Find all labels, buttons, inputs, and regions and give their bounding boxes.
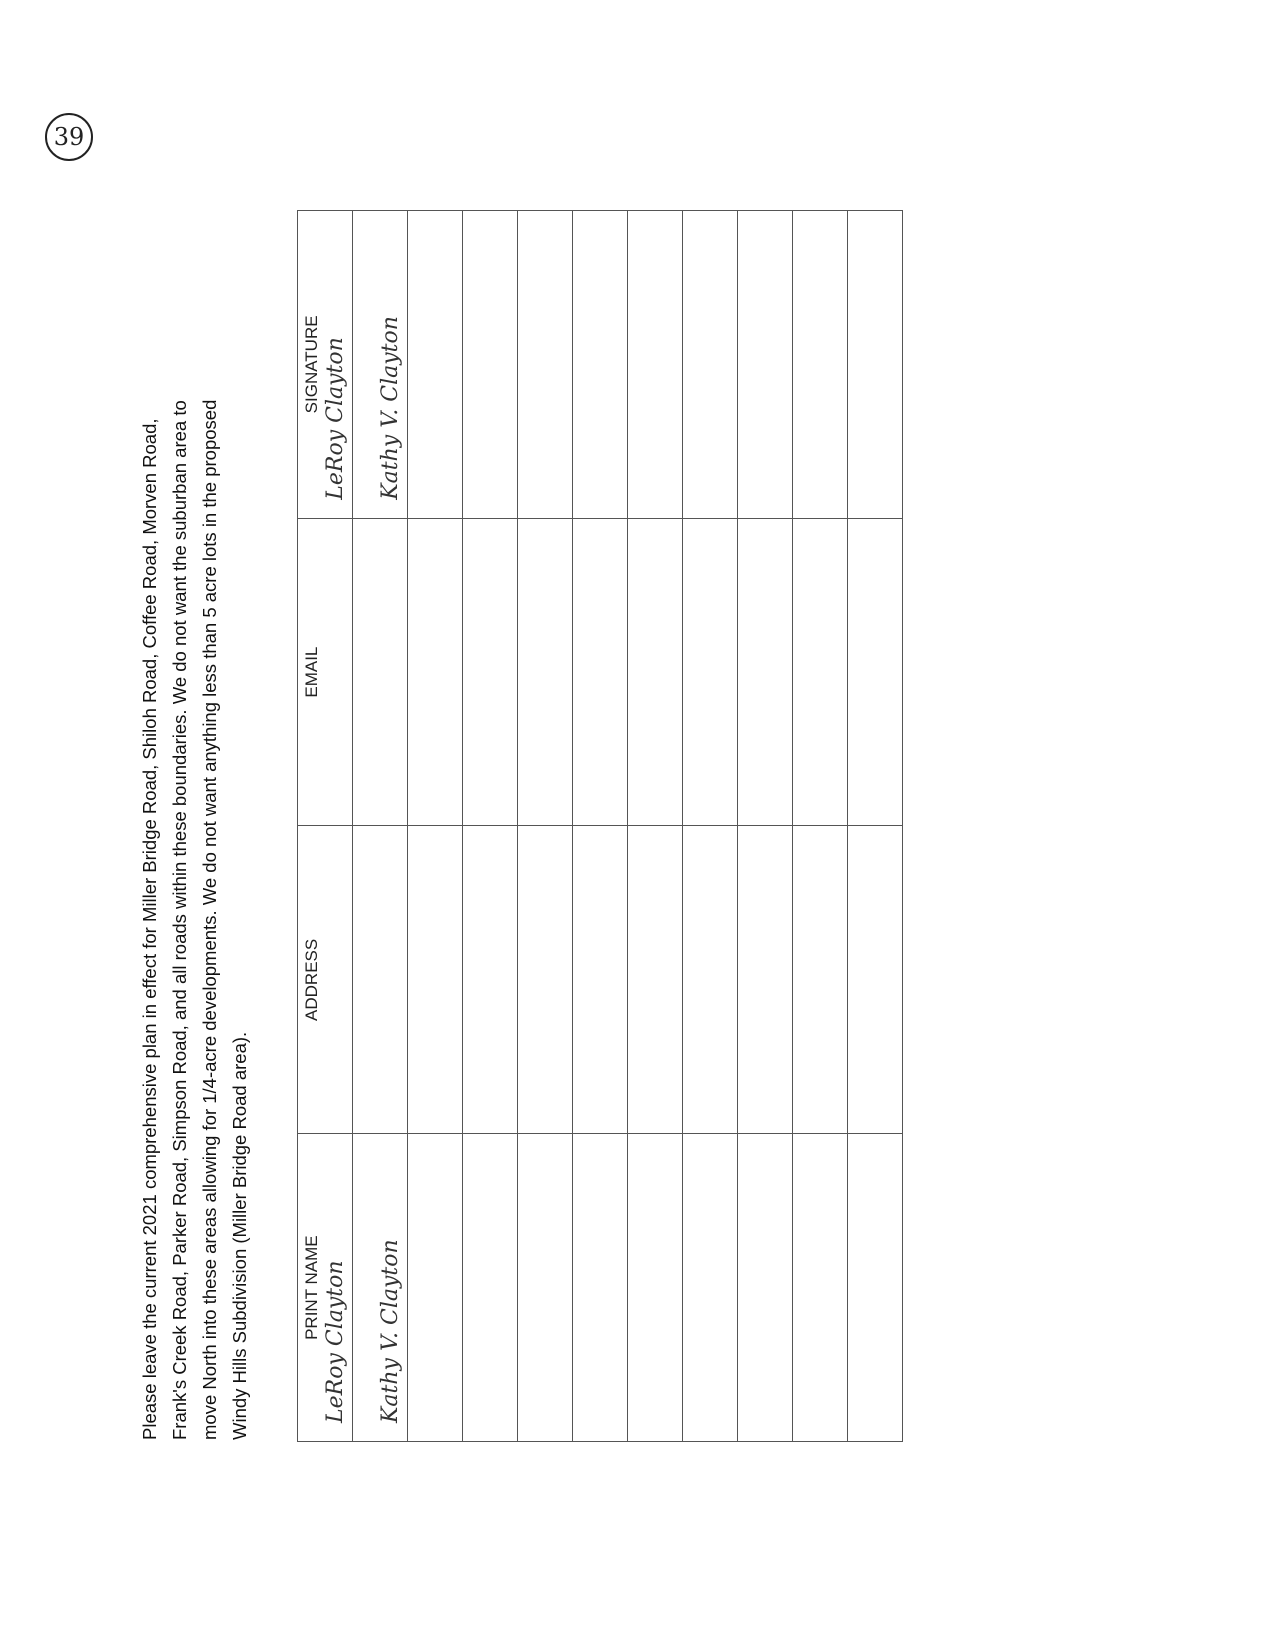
signature-cell[interactable] [682, 210, 738, 519]
print-name-cell[interactable] [682, 1133, 738, 1442]
table-row: PRINT NAME LeRoy Clayton ADDRESS EMAIL SIGNA… [297, 210, 353, 1442]
signature-header: SIGNATURE [302, 315, 321, 414]
signature-cell[interactable] [627, 210, 683, 519]
address-cell[interactable] [737, 826, 793, 1134]
email-cell[interactable] [847, 518, 903, 826]
page-number-stamp: 39 [45, 113, 93, 161]
print-name-cell[interactable] [407, 1133, 463, 1442]
address-cell[interactable] [462, 826, 518, 1134]
signature-cell[interactable] [407, 210, 463, 519]
print-name-cell[interactable] [572, 1133, 628, 1442]
petition-line: Frank's Creek Road, Parker Road, Simpson… [169, 400, 190, 1440]
email-cell[interactable] [517, 518, 573, 826]
email-cell[interactable] [407, 518, 463, 826]
signature-cell[interactable] [737, 210, 793, 519]
email-cell[interactable] [462, 518, 518, 826]
address-cell[interactable] [682, 826, 738, 1134]
address-cell[interactable] [572, 826, 628, 1134]
table-row: Kathy V. Clayton Kathy V. Clayton [352, 210, 408, 1442]
address-cell[interactable] [517, 826, 573, 1134]
handwritten-print-name: LeRoy Clayton [323, 1260, 348, 1423]
address-cell[interactable]: ADDRESS [297, 826, 353, 1134]
address-cell[interactable] [792, 826, 848, 1134]
table-row [462, 210, 518, 1442]
signature-cell[interactable] [462, 210, 518, 519]
email-cell[interactable] [682, 518, 738, 826]
table-row [627, 210, 683, 1442]
petition-text: Please leave the current 2021 comprehens… [135, 200, 255, 1440]
email-cell[interactable] [737, 518, 793, 826]
table-row [737, 210, 793, 1442]
signature-cell[interactable]: Kathy V. Clayton [352, 210, 408, 519]
email-cell[interactable]: EMAIL [297, 518, 353, 826]
email-header: EMAIL [302, 646, 321, 698]
table-row [682, 210, 738, 1442]
address-cell[interactable] [352, 826, 408, 1134]
print-name-cell[interactable]: Kathy V. Clayton [352, 1133, 408, 1442]
table-row [847, 210, 903, 1442]
petition-line: Please leave the current 2021 comprehens… [139, 418, 160, 1440]
table-row [517, 210, 573, 1442]
email-cell[interactable] [352, 518, 408, 826]
print-name-cell[interactable] [847, 1133, 903, 1442]
print-name-header: PRINT NAME [302, 1235, 321, 1340]
signature-cell[interactable] [847, 210, 903, 519]
signature-cell[interactable] [572, 210, 628, 519]
address-cell[interactable] [407, 826, 463, 1134]
table-row [792, 210, 848, 1442]
print-name-cell[interactable] [462, 1133, 518, 1442]
email-cell[interactable] [572, 518, 628, 826]
signature-cell[interactable]: SIGNATURE LeRoy Clayton [297, 210, 353, 519]
address-header: ADDRESS [302, 938, 321, 1021]
signature-cell[interactable] [517, 210, 573, 519]
print-name-cell[interactable] [737, 1133, 793, 1442]
email-cell[interactable] [627, 518, 683, 826]
handwritten-signature: LeRoy Clayton [323, 337, 348, 500]
signature-table: PRINT NAME LeRoy Clayton ADDRESS EMAIL SIGNA… [297, 210, 903, 1442]
handwritten-print-name: Kathy V. Clayton [378, 1239, 403, 1423]
table-row [572, 210, 628, 1442]
handwritten-signature: Kathy V. Clayton [378, 316, 403, 500]
signature-cell[interactable] [792, 210, 848, 519]
address-cell[interactable] [627, 826, 683, 1134]
print-name-cell[interactable] [792, 1133, 848, 1442]
print-name-cell[interactable] [517, 1133, 573, 1442]
address-cell[interactable] [847, 826, 903, 1134]
email-cell[interactable] [792, 518, 848, 826]
table-row [407, 210, 463, 1442]
petition-line: Windy Hills Subdivision (Miller Bridge R… [229, 1031, 250, 1440]
petition-line: move North into these areas allowing for… [199, 399, 220, 1440]
print-name-cell[interactable] [627, 1133, 683, 1442]
print-name-cell[interactable]: PRINT NAME LeRoy Clayton [297, 1133, 353, 1442]
